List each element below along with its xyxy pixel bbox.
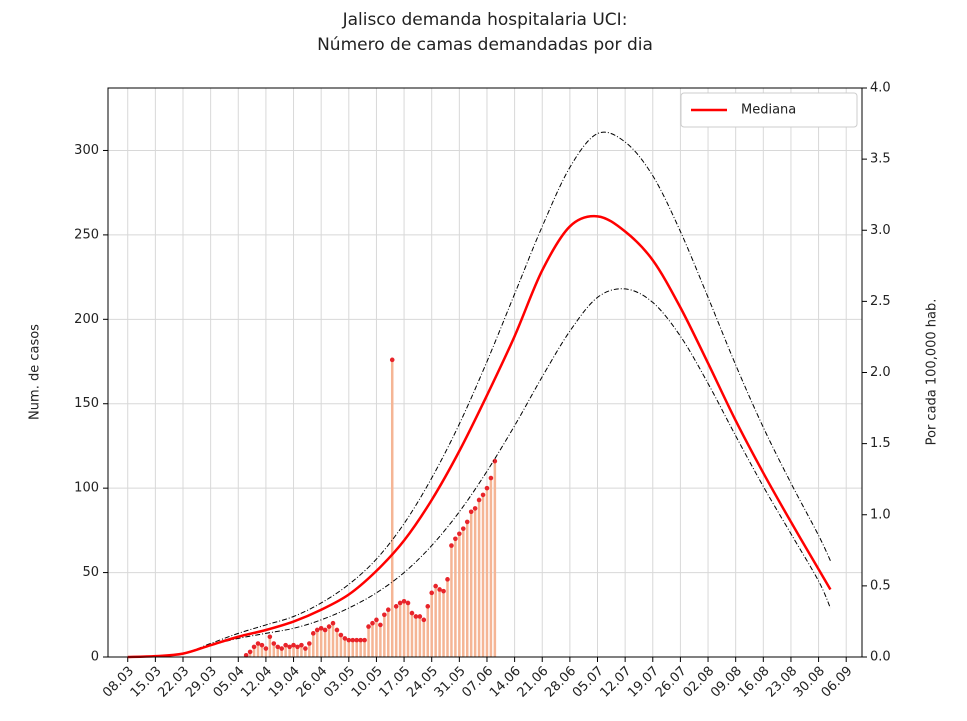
data-point	[385, 607, 391, 613]
data-point	[464, 519, 470, 525]
y-tick-label: 200	[74, 312, 99, 327]
data-point	[259, 642, 265, 648]
data-point	[362, 637, 367, 643]
data-point	[421, 617, 427, 623]
x-tick-label: 06.09	[819, 664, 856, 701]
y-tick-label: 0	[91, 650, 99, 665]
data-point	[334, 627, 340, 633]
data-point	[354, 637, 360, 643]
data-point	[476, 497, 482, 503]
data-point	[413, 614, 419, 619]
data-point	[267, 634, 273, 640]
median-line	[127, 214, 832, 659]
data-point	[441, 588, 446, 594]
data-point	[307, 641, 312, 646]
data-point	[283, 642, 288, 648]
data-point	[358, 637, 363, 643]
data-point	[492, 458, 498, 464]
data-point	[322, 627, 328, 633]
y2-tick-label: 3.5	[870, 152, 891, 167]
data-point	[279, 646, 284, 651]
y-tick-label: 150	[74, 396, 99, 411]
data-point	[378, 622, 383, 628]
data-point	[468, 509, 474, 515]
data-point	[326, 624, 332, 629]
y-tick-label: 50	[82, 565, 99, 580]
data-point	[251, 644, 257, 650]
data-point	[449, 543, 454, 548]
data-point	[318, 625, 324, 631]
plot-frame	[107, 87, 863, 658]
y2-tick-label: 1.5	[870, 436, 891, 451]
data-point	[275, 644, 281, 650]
data-point	[303, 646, 308, 651]
data-point	[370, 620, 375, 626]
lower-line	[127, 288, 831, 658]
chart-title: Jalisco demanda hospitalaria UCI:	[342, 10, 628, 30]
legend-box	[680, 92, 858, 128]
data-point	[342, 636, 348, 641]
y2-tick-label: 3.0	[870, 223, 891, 238]
data-point	[397, 600, 403, 606]
data-point	[437, 587, 442, 592]
data-point	[346, 637, 352, 643]
y2-tick-label: 1.0	[870, 507, 891, 522]
y2-tick-label: 2.5	[870, 294, 891, 309]
upper-line	[127, 131, 831, 658]
y-axis-label: Num. de casos	[28, 324, 43, 420]
legend: Mediana	[680, 92, 858, 128]
data-point	[433, 583, 438, 589]
chart-title: Número de camas demandadas por dia	[317, 35, 653, 55]
y2-tick-label: 2.0	[870, 365, 891, 380]
data-point	[310, 631, 316, 636]
data-point	[472, 506, 478, 511]
data-point	[350, 637, 356, 643]
data-point	[374, 617, 379, 623]
y2-tick-label: 4.0	[870, 81, 891, 96]
data-point	[330, 620, 336, 626]
data-point	[271, 641, 277, 646]
data-point	[243, 653, 249, 658]
data-point	[314, 627, 320, 633]
data-point	[393, 604, 399, 609]
data-point	[401, 598, 407, 604]
data-point	[484, 485, 490, 491]
data-point	[299, 642, 304, 648]
data-point	[389, 357, 395, 363]
data-point	[409, 610, 415, 616]
data-point	[291, 642, 296, 648]
data-point	[417, 614, 423, 619]
y-tick-label: 300	[74, 143, 99, 158]
data-point	[453, 536, 458, 542]
data-point	[405, 600, 411, 606]
data-point	[338, 632, 344, 638]
y-tick-label: 250	[74, 227, 99, 242]
y-tick-label: 100	[74, 481, 99, 496]
data-point	[488, 475, 494, 481]
data-point	[429, 590, 435, 596]
data-point	[255, 641, 261, 646]
data-point	[457, 531, 462, 537]
data-point	[382, 612, 387, 618]
legend-label: Mediana	[741, 103, 796, 118]
data-point	[287, 644, 292, 650]
data-point	[247, 649, 253, 655]
y2-tick-label: 0.0	[870, 650, 891, 665]
y2-tick-label: 0.5	[870, 578, 891, 593]
data-point	[445, 577, 450, 582]
data-point	[480, 492, 486, 498]
data-point	[263, 646, 269, 651]
data-point	[460, 526, 466, 531]
data-point	[295, 644, 300, 650]
data-point	[366, 624, 371, 629]
y2-axis-label: Por cada 100,000 hab.	[925, 299, 940, 446]
data-point	[425, 604, 431, 609]
